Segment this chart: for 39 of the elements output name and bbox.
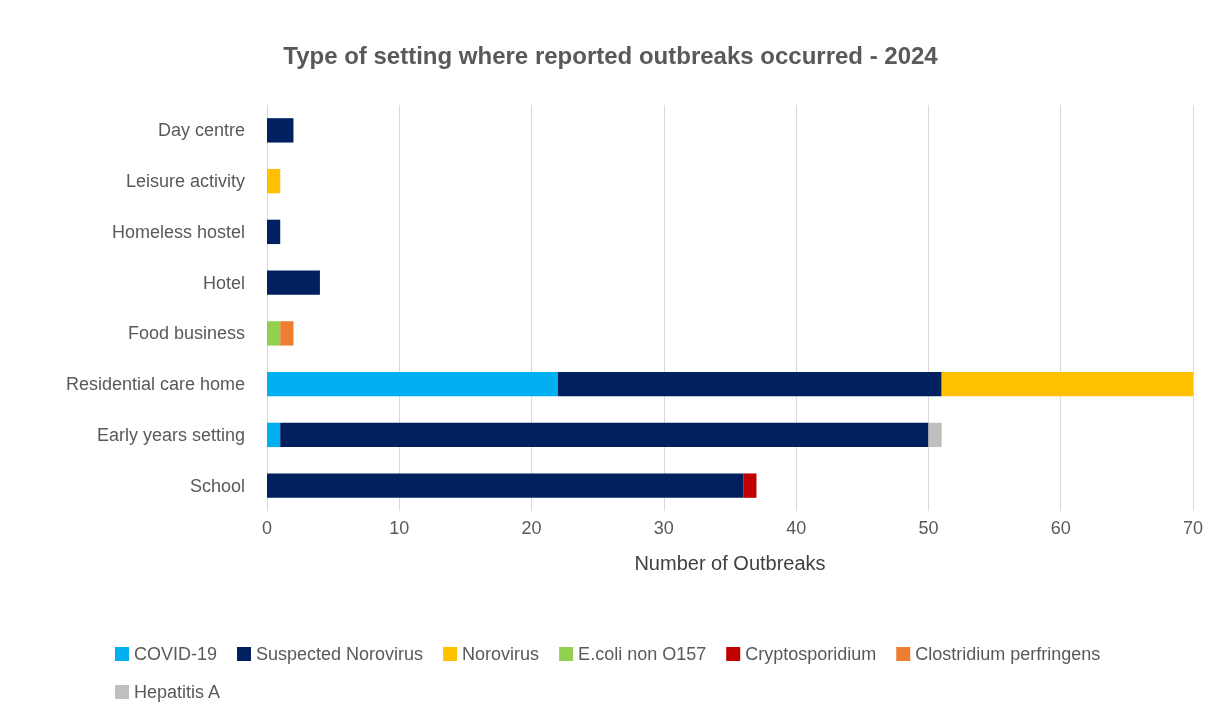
bar [928,422,942,448]
x-axis-title: Number of Outbreaks [634,552,826,574]
bar [267,168,281,194]
legend-label: Norovirus [462,644,540,664]
x-tick-label: 30 [653,518,674,538]
x-tick-label: 60 [1050,518,1071,538]
bar [280,321,294,346]
bar [743,473,757,498]
legend-label: Clostridium perfringens [915,644,1101,664]
y-tick-label: Food business [127,323,245,344]
x-tick-label: 70 [1182,518,1204,538]
legend-label: E.coli non O157 [578,644,707,664]
y-tick-label: Homeless hostel [111,221,245,242]
bar [267,321,281,346]
x-tick-label: 20 [521,518,542,538]
x-tick-label: 10 [389,518,410,538]
x-tick-label: 40 [786,518,807,538]
bar [941,371,1193,397]
x-tick-label: 0 [261,518,273,538]
chart-title: Type of setting where reported outbreaks occurred - 2024 [283,41,939,69]
y-tick-label: Hotel [202,272,245,293]
y-tick-label: Leisure activity [125,171,245,192]
bar [267,270,320,295]
x-tick-label: 50 [918,518,939,538]
y-tick-label: Early years setting [96,424,245,445]
y-tick-label: School [189,475,245,496]
bar [267,473,744,498]
y-tick-label: Day centre [157,120,245,141]
bar [267,371,559,397]
bar [558,371,942,397]
bar [267,422,281,448]
bar [267,118,294,143]
legend-label: Hepatitis A [134,682,221,702]
legend-label: Cryptosporidium [745,644,877,664]
bar [280,422,929,448]
legend-label: Suspected Norovirus [256,644,424,664]
y-tick-label: Residential care home [65,374,245,395]
bar [267,219,281,245]
legend-label: COVID-19 [134,644,218,664]
